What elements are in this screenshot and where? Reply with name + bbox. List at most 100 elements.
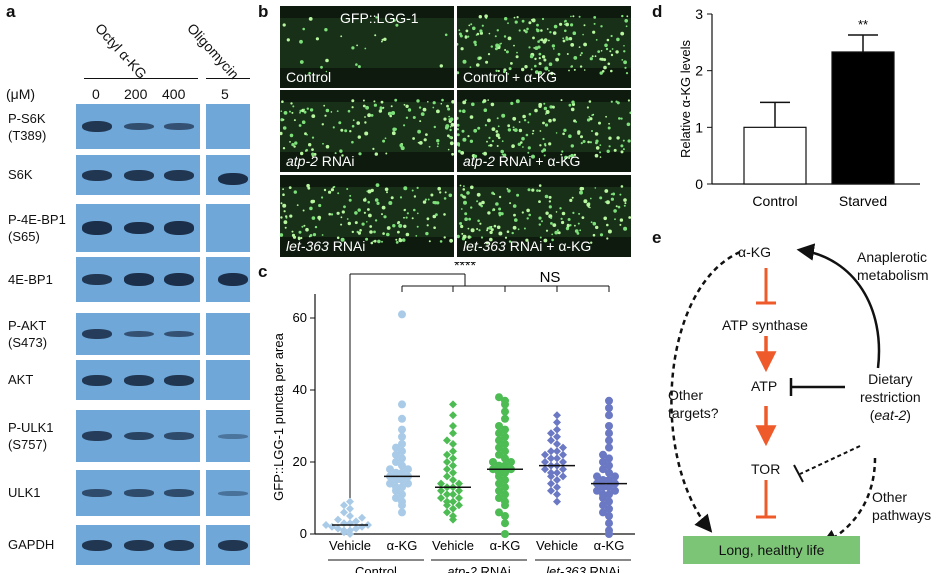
data-point [398, 497, 406, 506]
data-point [346, 497, 354, 506]
blot-label-name: P-AKT [8, 318, 47, 333]
data-point [553, 483, 561, 492]
blot-band [124, 221, 154, 235]
reporter-label: GFP::LGG-1 [340, 10, 419, 26]
data-point [392, 483, 400, 492]
data-point [443, 458, 451, 466]
data-point [605, 476, 613, 484]
data-point [501, 440, 509, 448]
data-point [605, 411, 613, 420]
panel-label-c: c [258, 262, 268, 281]
blot-label-name: GAPDH [8, 537, 55, 552]
oligomycin-bracket [206, 78, 250, 79]
data-point [322, 521, 330, 529]
data-point [449, 440, 457, 448]
micrograph-1: Control + α-KG [457, 6, 631, 88]
data-point [599, 508, 607, 517]
data-point [501, 512, 509, 520]
data-point [449, 447, 457, 456]
data-point [605, 497, 613, 506]
data-point [449, 411, 457, 420]
data-point [334, 524, 342, 533]
data-point [398, 447, 406, 456]
blot-band [164, 539, 194, 551]
data-point [559, 465, 567, 474]
y-tick-label: 2 [695, 63, 703, 79]
data-point [605, 512, 613, 520]
y-axis-label: Relative α-KG levels [678, 39, 693, 158]
node-tor: TOR [751, 461, 781, 477]
data-point [611, 472, 619, 481]
data-point [507, 458, 515, 466]
blot-label-site: (S65) [8, 229, 40, 244]
blot-strip-oligo-2 [206, 204, 250, 252]
data-point [449, 512, 457, 520]
data-point [449, 497, 457, 506]
blot-strip-oligo-5 [206, 360, 250, 400]
y-tick-label: 3 [695, 6, 703, 22]
data-point [599, 476, 607, 484]
micrograph-image [457, 14, 631, 75]
data-point [398, 454, 406, 463]
data-point [489, 458, 497, 466]
data-point [334, 515, 342, 524]
data-point [495, 422, 503, 430]
data-point [392, 476, 400, 484]
data-point [559, 443, 567, 452]
blot-label-5: AKT [8, 371, 33, 388]
blot-band [218, 172, 248, 186]
data-point [495, 479, 503, 488]
data-point [495, 450, 503, 459]
blot-band [82, 329, 112, 339]
y-tick-label: 1 [695, 119, 703, 135]
data-point [340, 501, 348, 510]
data-point [501, 519, 509, 528]
data-point [501, 454, 509, 463]
data-point [553, 490, 561, 499]
blot-band [124, 330, 154, 338]
data-point [599, 501, 607, 510]
data-point [392, 468, 400, 477]
data-point [605, 429, 613, 438]
blot-band [164, 169, 194, 181]
category-label: Starved [839, 193, 887, 209]
data-point [547, 436, 555, 445]
data-point [455, 494, 463, 502]
data-point [392, 443, 400, 452]
data-point [553, 411, 561, 420]
other-targets-arrow [670, 250, 741, 533]
blot-label-4: P-AKT (S473) [8, 317, 47, 351]
data-point [553, 468, 561, 477]
blot-band [124, 539, 154, 551]
label-dr-line1: Dietary [868, 371, 913, 387]
data-point [437, 486, 445, 495]
data-point [547, 429, 555, 438]
data-point [547, 486, 555, 495]
node-akg: α-KG [738, 244, 771, 260]
data-point [352, 524, 360, 533]
category-label: α-KG [490, 538, 521, 553]
data-point [599, 483, 607, 492]
data-point [398, 508, 406, 517]
node-outcome: Long, healthy life [718, 542, 825, 558]
data-point [553, 476, 561, 484]
blot-label-1: S6K [8, 166, 33, 183]
blot-band [82, 121, 112, 132]
micrograph-3: atp-2 RNAi + α-KG [457, 90, 631, 172]
micrograph-4: let-363 RNAi [280, 175, 454, 257]
data-point [495, 429, 503, 438]
label-dietary-restriction: Dietary restriction (eat-2) [860, 370, 921, 424]
label-other-pathways-line1: Other [872, 489, 908, 505]
blot-band [124, 489, 154, 497]
category-label: Vehicle [329, 538, 371, 553]
treatment-octyl-akg: Octyl α-KG [92, 20, 151, 82]
panel-label-a: a [6, 2, 16, 21]
data-point [553, 454, 561, 463]
data-point [501, 468, 509, 477]
blot-band [164, 489, 194, 497]
octyl-akg-bracket [84, 78, 198, 79]
data-point [398, 440, 406, 448]
data-point [553, 447, 561, 456]
blot-label-name: 4E-BP1 [8, 271, 53, 287]
data-point [455, 479, 463, 488]
